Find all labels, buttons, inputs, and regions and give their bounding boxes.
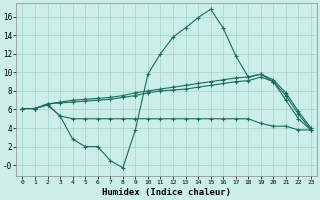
X-axis label: Humidex (Indice chaleur): Humidex (Indice chaleur)	[102, 188, 231, 197]
